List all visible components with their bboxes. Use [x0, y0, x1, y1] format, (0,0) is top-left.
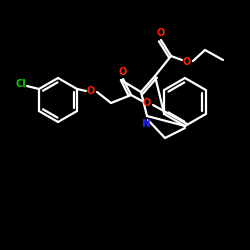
Text: N: N — [142, 119, 150, 129]
Text: O: O — [87, 86, 95, 96]
Text: O: O — [157, 28, 165, 38]
Text: O: O — [183, 57, 191, 67]
Text: Cl: Cl — [16, 79, 26, 89]
Text: O: O — [119, 67, 127, 77]
Text: O: O — [143, 98, 151, 108]
